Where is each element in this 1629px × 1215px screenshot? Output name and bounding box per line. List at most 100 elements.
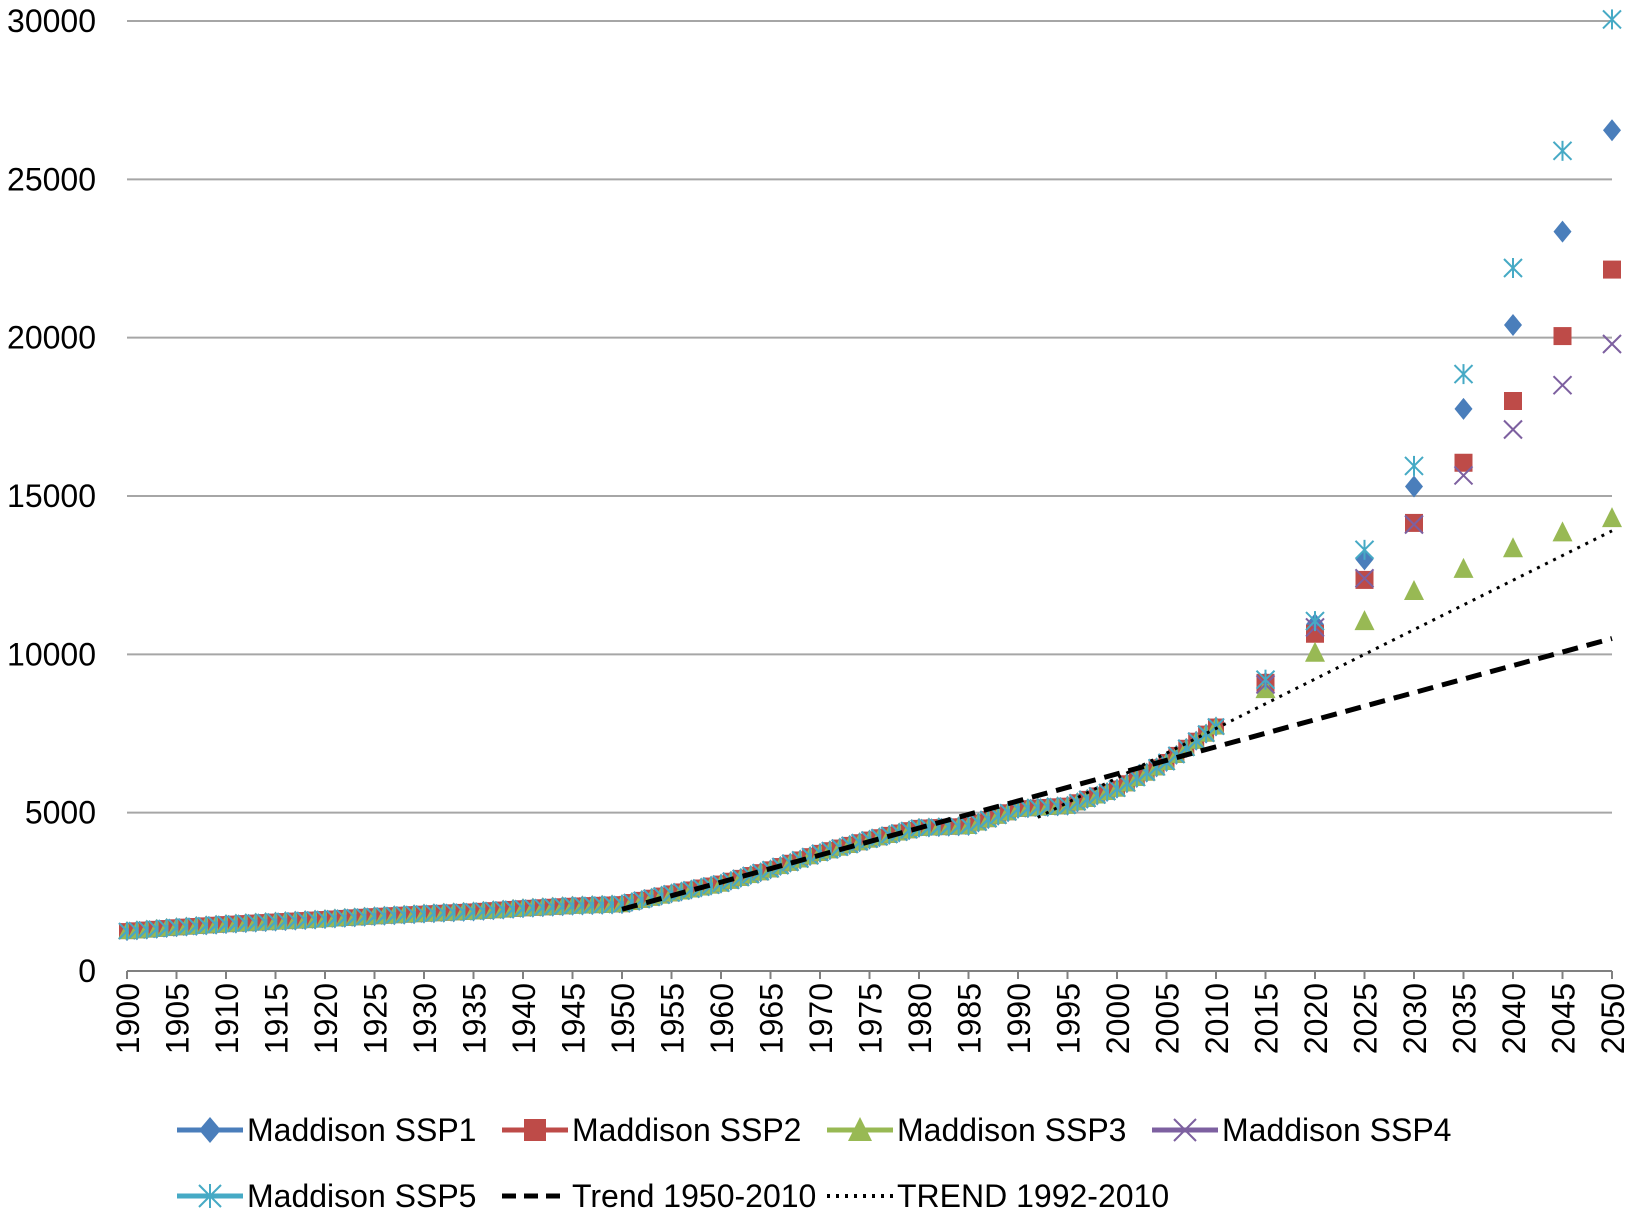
data-point bbox=[1305, 641, 1325, 662]
x-tick-label: 1965 bbox=[754, 983, 790, 1054]
trend-lines bbox=[621, 529, 1613, 912]
data-point bbox=[1602, 334, 1622, 354]
data-point bbox=[1603, 260, 1621, 279]
x-tick-label: 2015 bbox=[1249, 983, 1285, 1054]
data-point bbox=[1552, 375, 1573, 395]
legend-item: TREND 1992-2010 bbox=[827, 1178, 1169, 1214]
data-point bbox=[1503, 258, 1523, 278]
data-point bbox=[1354, 539, 1375, 560]
data-point bbox=[1255, 669, 1276, 690]
data-point bbox=[1453, 364, 1474, 385]
legend-label: Maddison SSP5 bbox=[247, 1178, 476, 1214]
legend-label: Trend 1950-2010 bbox=[572, 1178, 816, 1214]
x-tick-label: 2030 bbox=[1397, 983, 1433, 1054]
legend: Maddison SSP1 Maddison SSP2 Maddison SSP3 M… bbox=[177, 1112, 1451, 1214]
data-point bbox=[1306, 624, 1324, 643]
data-point bbox=[1552, 140, 1573, 161]
historical-series bbox=[118, 716, 1225, 942]
data-point bbox=[199, 1117, 221, 1143]
data-point bbox=[848, 1117, 872, 1141]
data-point bbox=[1503, 537, 1523, 558]
x-tick-label: 1960 bbox=[704, 983, 740, 1054]
x-tick-label: 1945 bbox=[556, 983, 592, 1054]
data-point bbox=[198, 1184, 222, 1208]
legend-item: Maddison SSP4 bbox=[1152, 1112, 1451, 1148]
x-tick-label: 2050 bbox=[1595, 983, 1629, 1054]
data-point bbox=[1504, 392, 1522, 410]
x-axis-tick-labels: 1900 1905 1910 1915 1920 1925 1930 1935 1940 1945… bbox=[110, 983, 1629, 1054]
x-tick-label: 2000 bbox=[1100, 983, 1136, 1054]
legend-label: Maddison SSP2 bbox=[572, 1112, 801, 1148]
legend-item: Maddison SSP5 bbox=[177, 1178, 476, 1214]
data-point bbox=[1405, 475, 1423, 498]
x-tick-label: 2005 bbox=[1150, 983, 1186, 1054]
data-point bbox=[1503, 419, 1523, 440]
data-point bbox=[1405, 513, 1423, 532]
x-tick-label: 2040 bbox=[1496, 983, 1532, 1054]
y-tick-label: 10000 bbox=[7, 636, 96, 672]
data-point bbox=[1354, 610, 1375, 631]
x-tick-label: 2020 bbox=[1298, 983, 1334, 1054]
x-tick-label: 1905 bbox=[160, 983, 196, 1054]
data-point bbox=[1552, 521, 1573, 542]
x-tick-label: 1970 bbox=[803, 983, 839, 1054]
x-tick-label: 1985 bbox=[952, 983, 988, 1054]
data-point bbox=[1504, 314, 1522, 336]
y-axis-tick-labels: 0 5000 10000 15000 20000 25000 30000 bbox=[7, 3, 96, 989]
x-tick-label: 1980 bbox=[902, 983, 938, 1054]
x-tick-label: 1930 bbox=[407, 983, 443, 1054]
projection-markers bbox=[1255, 9, 1622, 699]
x-tick-label: 1955 bbox=[655, 983, 691, 1054]
data-point bbox=[1404, 455, 1424, 476]
trend-line bbox=[621, 636, 1613, 912]
data-point bbox=[1603, 119, 1621, 142]
y-tick-label: 20000 bbox=[7, 320, 96, 356]
gridlines bbox=[126, 20, 1613, 979]
x-tick-label: 1935 bbox=[457, 983, 493, 1054]
data-point bbox=[1454, 453, 1473, 472]
data-point bbox=[1207, 717, 1225, 736]
data-point bbox=[1305, 611, 1325, 632]
x-tick-label: 2025 bbox=[1348, 983, 1384, 1054]
x-tick-label: 1910 bbox=[209, 983, 245, 1054]
data-point bbox=[1404, 514, 1424, 535]
legend-item: Maddison SSP1 bbox=[177, 1112, 476, 1148]
data-point bbox=[524, 1119, 546, 1141]
data-point bbox=[1453, 557, 1474, 578]
data-point bbox=[1602, 507, 1622, 528]
data-point bbox=[1354, 568, 1375, 589]
y-tick-label: 0 bbox=[78, 953, 96, 989]
data-point bbox=[1553, 327, 1572, 346]
data-point bbox=[1173, 1118, 1197, 1142]
x-tick-label: 1900 bbox=[110, 983, 146, 1054]
x-tick-label: 1995 bbox=[1051, 983, 1087, 1054]
legend-label: TREND 1992-2010 bbox=[897, 1178, 1169, 1214]
legend-label: Maddison SSP4 bbox=[1222, 1112, 1451, 1148]
x-tick-label: 2035 bbox=[1447, 983, 1483, 1054]
x-tick-label: 2010 bbox=[1199, 983, 1235, 1054]
x-tick-label: 1915 bbox=[259, 983, 295, 1054]
y-tick-label: 30000 bbox=[7, 3, 96, 39]
y-tick-label: 15000 bbox=[7, 478, 96, 514]
data-point bbox=[1404, 580, 1424, 600]
y-tick-label: 5000 bbox=[25, 795, 96, 831]
x-tick-label: 1940 bbox=[506, 983, 542, 1054]
legend-label: Maddison SSP1 bbox=[247, 1112, 476, 1148]
x-tick-label: 2045 bbox=[1546, 983, 1582, 1054]
x-tick-label: 1920 bbox=[308, 983, 344, 1054]
x-tick-label: 1990 bbox=[1001, 983, 1037, 1054]
x-tick-label: 1975 bbox=[853, 983, 889, 1054]
legend-item: Trend 1950-2010 bbox=[502, 1178, 816, 1214]
trend-line bbox=[1037, 529, 1613, 819]
data-point bbox=[1553, 220, 1572, 243]
y-tick-label: 25000 bbox=[7, 161, 96, 197]
data-point bbox=[1355, 570, 1374, 589]
legend-item: Maddison SSP2 bbox=[502, 1112, 801, 1148]
data-point bbox=[1453, 465, 1474, 486]
data-point bbox=[1454, 397, 1473, 420]
x-tick-label: 1925 bbox=[358, 983, 394, 1054]
data-point bbox=[1602, 9, 1622, 30]
x-tick-label: 1950 bbox=[605, 983, 641, 1054]
legend-item: Maddison SSP3 bbox=[827, 1112, 1126, 1148]
